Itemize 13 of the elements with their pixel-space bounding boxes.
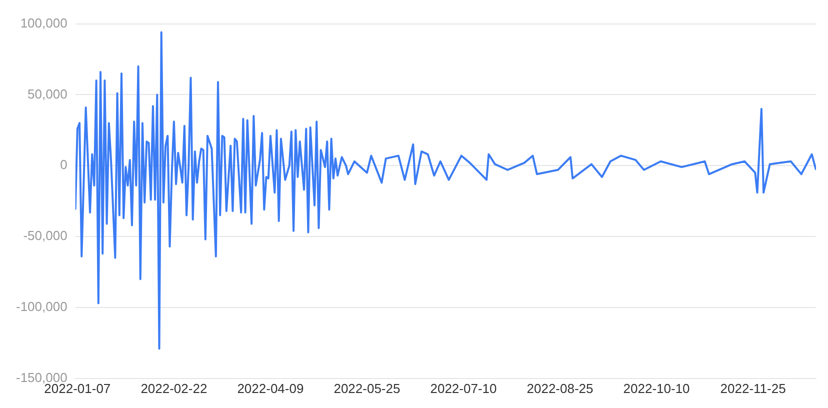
x-tick-label: 2022-05-25: [334, 380, 400, 396]
x-tick-label: 2022-10-10: [623, 380, 690, 396]
x-tick-label: 2022-07-10: [430, 380, 497, 396]
x-tick-label: 2022-04-09: [237, 380, 304, 396]
x-tick-label: 2022-11-25: [720, 380, 786, 396]
y-tick-label: -50,000: [23, 228, 68, 244]
y-tick-label: 50,000: [28, 86, 68, 102]
y-tick-label: 0: [60, 157, 68, 172]
x-tick-label: 2022-02-22: [140, 380, 208, 396]
x-tick-label: 2022-08-25: [526, 380, 594, 396]
y-tick-label: -100,000: [16, 299, 68, 314]
y-tick-label: -150,000: [16, 370, 68, 385]
y-tick-label: 100,000: [20, 15, 68, 30]
